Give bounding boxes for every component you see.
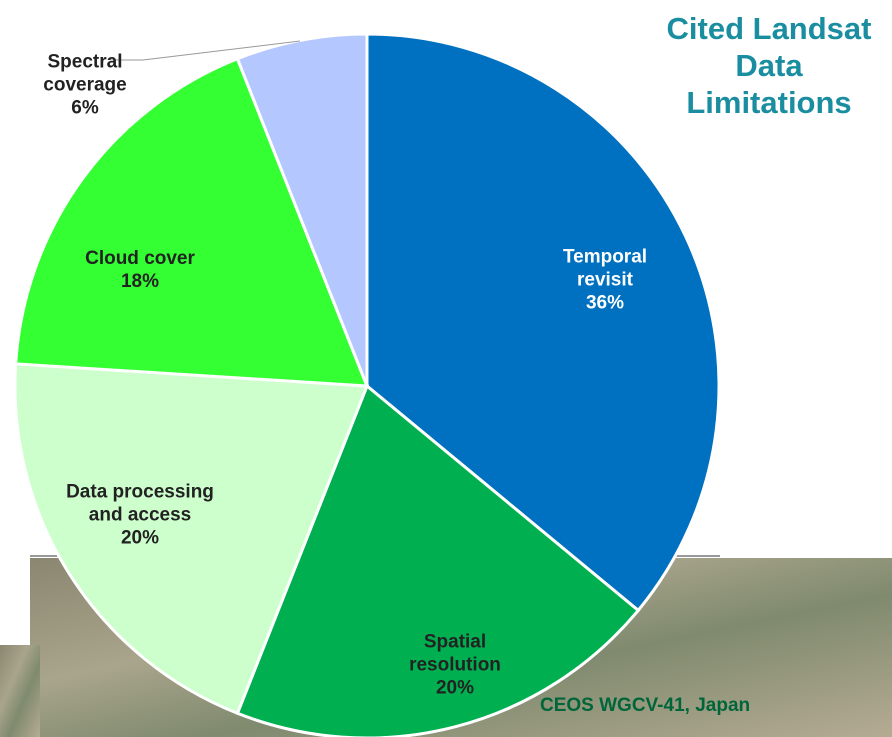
category-name: Temporal revisit xyxy=(562,246,648,291)
data-label: 18% xyxy=(120,271,160,292)
category-name: Cloud cover xyxy=(85,248,195,269)
leader-line xyxy=(142,40,301,61)
background-image xyxy=(0,645,40,737)
pie-slice xyxy=(365,32,721,613)
data-label: 20% xyxy=(435,677,475,699)
slice-label: Data processing and access 20% xyxy=(65,481,215,550)
slice-label: Temporal revisit 36% xyxy=(540,246,670,315)
pie-slice xyxy=(14,56,370,388)
category-name: Data processing and access xyxy=(66,481,214,526)
data-label: 20% xyxy=(120,527,160,549)
footer: CEOS WGCV-41, Japan xyxy=(540,695,751,716)
data-label: 6% xyxy=(71,97,99,119)
category-name: Spectral coverage xyxy=(43,51,127,96)
pie-slice xyxy=(235,32,369,387)
category-name: Spatial resolution xyxy=(409,631,501,676)
data-label: 36% xyxy=(585,292,625,314)
chart-title: Cited Landsat Data Limitations xyxy=(666,11,872,120)
pie-slice xyxy=(13,362,370,716)
slice-label: Cloud cover 18% xyxy=(55,247,225,293)
slice-label: Spatial resolution 20% xyxy=(395,631,515,700)
pie xyxy=(13,32,721,737)
slice-label: Spectral coverage 6% xyxy=(25,51,145,120)
pie-slice xyxy=(235,383,641,737)
